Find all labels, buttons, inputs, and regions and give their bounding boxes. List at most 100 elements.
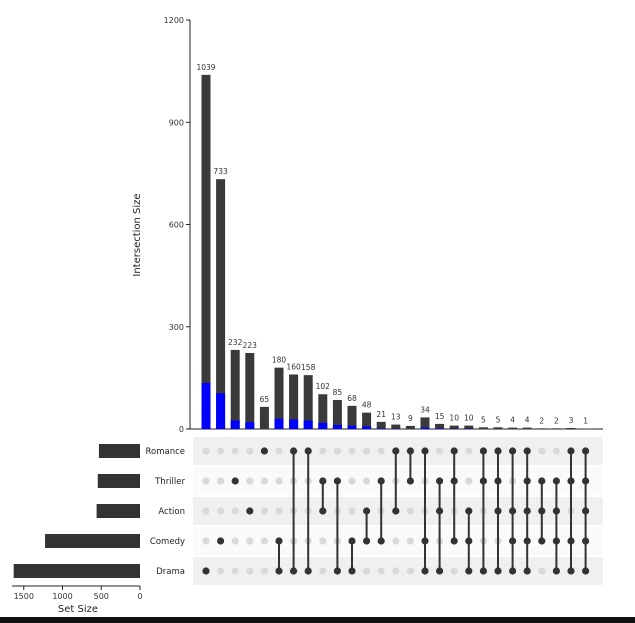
set-size-bar (45, 534, 140, 548)
intersection-bar (478, 427, 488, 429)
matrix-dot-active (538, 477, 546, 485)
bottom-border (0, 617, 635, 623)
matrix-dot-inactive (260, 507, 268, 515)
set-label: Comedy (150, 537, 185, 547)
matrix-dot-inactive (275, 477, 283, 485)
matrix-dot-active (363, 537, 371, 545)
matrix-dot-active (421, 537, 429, 545)
intersection-value-label: 2 (539, 416, 544, 425)
y-tick-label: 600 (169, 221, 184, 230)
set-size-bars (13, 444, 140, 578)
matrix-dot-active (567, 537, 575, 545)
intersection-bar (435, 423, 445, 429)
matrix-dot-active (494, 507, 502, 515)
intersection-bar-highlight (362, 426, 372, 429)
intersection-bar (464, 425, 474, 429)
intersection-bar (259, 406, 269, 429)
intersection-bar-highlight (230, 420, 240, 429)
matrix-dot-inactive (246, 537, 254, 545)
matrix-dot-active (450, 477, 458, 485)
matrix-dot-inactive (202, 537, 210, 545)
matrix-dot-inactive (319, 567, 327, 575)
matrix-dot-inactive (246, 477, 254, 485)
matrix-dot-inactive (333, 447, 341, 455)
intersection-value-label: 65 (260, 395, 270, 404)
intersection-value-label: 232 (228, 338, 243, 347)
intersection-bar (376, 421, 386, 429)
matrix-dot-active (582, 507, 590, 515)
matrix-dot-active (582, 537, 590, 545)
matrix-dot-active (508, 537, 517, 545)
matrix-dot-active (567, 567, 575, 575)
matrix-dot-active (450, 447, 458, 455)
matrix-dot-active (436, 507, 444, 515)
intersection-bar (449, 425, 459, 429)
matrix-dot-inactive (217, 477, 225, 485)
matrix-dot-active (538, 537, 546, 545)
intersection-value-label: 5 (481, 415, 486, 424)
intersection-bar-highlight (318, 422, 328, 429)
matrix-dot-active (275, 537, 283, 545)
intersection-value-label: 9 (408, 414, 413, 423)
set-size-bar (96, 504, 140, 518)
matrix-dot-active (465, 567, 473, 575)
matrix-dot-active (465, 537, 473, 545)
matrix-dot-active (304, 567, 312, 575)
matrix-dot-inactive (202, 447, 210, 455)
matrix-dot-inactive (363, 567, 371, 575)
matrix-dot-inactive (538, 567, 546, 575)
matrix-dot-inactive (260, 477, 268, 485)
matrix-dot-inactive (377, 567, 385, 575)
matrix-dot-active (406, 477, 414, 485)
y-tick-label: 1200 (164, 16, 184, 25)
matrix-dot-inactive (392, 537, 400, 545)
intersection-bar (245, 352, 255, 429)
matrix-dot-inactive (450, 567, 458, 575)
y-tick-label: 0 (179, 425, 184, 434)
matrix-dot-inactive (275, 507, 283, 515)
intersection-value-label: 21 (376, 410, 386, 419)
matrix-dot-active (552, 507, 561, 515)
matrix-dot-active (421, 447, 429, 455)
matrix-dot-inactive (363, 447, 371, 455)
intersection-bar (289, 374, 299, 429)
intersection-value-label: 1 (583, 417, 588, 426)
matrix-dot-active (450, 537, 458, 545)
matrix-dot-active (421, 567, 429, 575)
matrix-dot-inactive (260, 537, 268, 545)
intersection-value-label: 2 (554, 416, 559, 425)
matrix-dot-active (523, 477, 531, 485)
intersection-value-label: 10 (449, 414, 459, 423)
matrix-dot-active (494, 567, 502, 575)
matrix-dot-active (508, 567, 517, 575)
intersection-bar (420, 417, 430, 429)
intersection-bar (332, 400, 342, 429)
intersection-value-label: 4 (525, 416, 530, 425)
intersection-bar (537, 428, 547, 429)
matrix-dot-active (465, 507, 473, 515)
matrix-dot-inactive (406, 537, 414, 545)
intersection-bar (318, 394, 328, 429)
intersection-bar (216, 179, 226, 429)
matrix-dot-inactive (246, 447, 254, 455)
intersection-bar (581, 428, 591, 430)
intersection-value-label: 223 (243, 341, 258, 350)
matrix-dot-active (275, 567, 283, 575)
matrix-dot-inactive (217, 567, 225, 575)
set-size-tick-label: 1500 (14, 592, 34, 601)
matrix-dot-active (436, 567, 444, 575)
matrix-dot-inactive (348, 477, 356, 485)
set-size-bar (97, 474, 140, 488)
matrix-dot-inactive (552, 447, 561, 455)
matrix-dot-inactive (202, 507, 210, 515)
intersection-value-label: 4 (510, 416, 515, 425)
set-label: Thriller (154, 477, 185, 487)
intersection-bar (274, 367, 284, 429)
matrix-dot-active (290, 567, 298, 575)
matrix-dot-inactive (363, 477, 371, 485)
matrix-dot-active (231, 477, 239, 485)
intersection-bars (201, 74, 591, 430)
intersection-bar (551, 428, 561, 429)
intersection-bar-highlight (332, 424, 342, 429)
matrix-dot-inactive (231, 507, 239, 515)
